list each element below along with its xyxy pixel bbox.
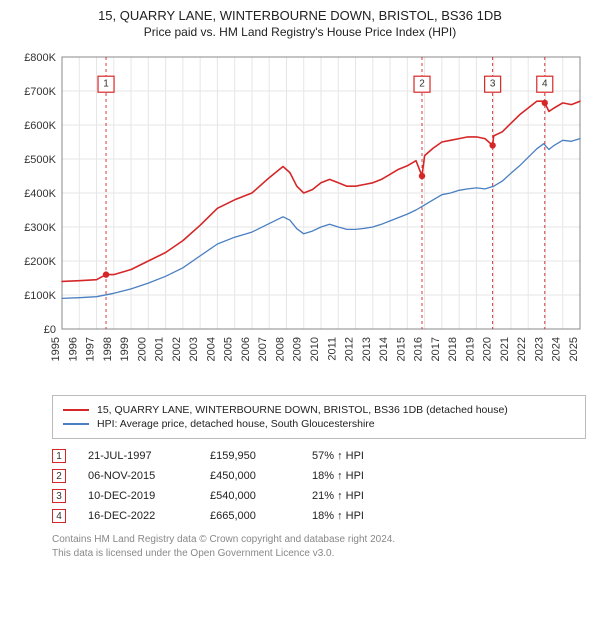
svg-text:2023: 2023	[533, 337, 545, 361]
legend-swatch	[63, 409, 89, 411]
svg-text:2017: 2017	[430, 337, 442, 361]
svg-text:£600K: £600K	[24, 120, 56, 132]
transaction-hpi: 18% ↑ HPI	[312, 470, 586, 482]
transaction-row: 1 21-JUL-1997 £159,950 57% ↑ HPI	[52, 449, 586, 463]
legend-label: HPI: Average price, detached house, Sout…	[97, 418, 375, 430]
legend-item: 15, QUARRY LANE, WINTERBOURNE DOWN, BRIS…	[63, 404, 575, 416]
transaction-marker: 4	[52, 509, 66, 523]
transaction-row: 3 10-DEC-2019 £540,000 21% ↑ HPI	[52, 489, 586, 503]
transaction-hpi: 18% ↑ HPI	[312, 510, 586, 522]
footer-attribution: Contains HM Land Registry data © Crown c…	[52, 533, 586, 561]
svg-text:£700K: £700K	[24, 86, 56, 98]
legend-item: HPI: Average price, detached house, Sout…	[63, 418, 575, 430]
svg-text:2007: 2007	[257, 337, 269, 361]
svg-text:2011: 2011	[326, 337, 338, 361]
legend-swatch	[63, 423, 89, 425]
svg-text:2002: 2002	[171, 337, 183, 361]
transaction-hpi: 57% ↑ HPI	[312, 450, 586, 462]
svg-text:2009: 2009	[292, 337, 304, 361]
svg-text:£100K: £100K	[24, 290, 56, 302]
svg-text:1997: 1997	[85, 337, 97, 361]
title-subtitle: Price paid vs. HM Land Registry's House …	[10, 25, 590, 39]
svg-text:2024: 2024	[551, 337, 563, 361]
footer-line1: Contains HM Land Registry data © Crown c…	[52, 533, 586, 547]
svg-text:2018: 2018	[447, 337, 459, 361]
transaction-date: 06-NOV-2015	[88, 470, 188, 482]
transaction-row: 4 16-DEC-2022 £665,000 18% ↑ HPI	[52, 509, 586, 523]
svg-text:£300K: £300K	[24, 222, 56, 234]
footer-line2: This data is licensed under the Open Gov…	[52, 547, 586, 561]
svg-text:£400K: £400K	[24, 188, 56, 200]
transaction-hpi: 21% ↑ HPI	[312, 490, 586, 502]
svg-text:2000: 2000	[136, 337, 148, 361]
svg-text:2025: 2025	[568, 337, 580, 361]
svg-text:2008: 2008	[274, 337, 286, 361]
svg-text:2016: 2016	[413, 337, 425, 361]
transaction-marker: 2	[52, 469, 66, 483]
svg-text:£800K: £800K	[24, 52, 56, 64]
svg-text:2006: 2006	[240, 337, 252, 361]
legend-label: 15, QUARRY LANE, WINTERBOURNE DOWN, BRIS…	[97, 404, 508, 416]
svg-text:2001: 2001	[154, 337, 166, 361]
svg-text:2012: 2012	[344, 337, 356, 361]
svg-text:2: 2	[419, 79, 425, 90]
svg-text:2022: 2022	[516, 337, 528, 361]
chart-container: 15, QUARRY LANE, WINTERBOURNE DOWN, BRIS…	[0, 0, 600, 561]
svg-text:2003: 2003	[188, 337, 200, 361]
svg-text:1999: 1999	[119, 337, 131, 361]
transaction-price: £450,000	[210, 470, 290, 482]
chart-titles: 15, QUARRY LANE, WINTERBOURNE DOWN, BRIS…	[0, 0, 600, 43]
svg-text:£0: £0	[44, 324, 56, 336]
title-address: 15, QUARRY LANE, WINTERBOURNE DOWN, BRIS…	[10, 8, 590, 23]
transaction-marker: 1	[52, 449, 66, 463]
transaction-row: 2 06-NOV-2015 £450,000 18% ↑ HPI	[52, 469, 586, 483]
svg-text:2020: 2020	[482, 337, 494, 361]
svg-text:2015: 2015	[395, 337, 407, 361]
svg-text:2013: 2013	[361, 337, 373, 361]
transaction-marker: 3	[52, 489, 66, 503]
legend: 15, QUARRY LANE, WINTERBOURNE DOWN, BRIS…	[52, 395, 586, 439]
svg-text:2014: 2014	[378, 337, 390, 361]
svg-text:£500K: £500K	[24, 154, 56, 166]
svg-text:2019: 2019	[464, 337, 476, 361]
transaction-date: 16-DEC-2022	[88, 510, 188, 522]
svg-text:2004: 2004	[205, 337, 217, 361]
svg-text:2021: 2021	[499, 337, 511, 361]
svg-text:1996: 1996	[67, 337, 79, 361]
svg-text:£200K: £200K	[24, 256, 56, 268]
svg-text:2005: 2005	[223, 337, 235, 361]
svg-text:1995: 1995	[50, 337, 62, 361]
transaction-price: £159,950	[210, 450, 290, 462]
transaction-price: £665,000	[210, 510, 290, 522]
svg-text:4: 4	[542, 79, 548, 90]
svg-text:3: 3	[490, 79, 496, 90]
transaction-price: £540,000	[210, 490, 290, 502]
svg-text:2010: 2010	[309, 337, 321, 361]
transaction-date: 10-DEC-2019	[88, 490, 188, 502]
transaction-date: 21-JUL-1997	[88, 450, 188, 462]
svg-text:1: 1	[103, 79, 109, 90]
svg-text:1998: 1998	[102, 337, 114, 361]
transactions-table: 1 21-JUL-1997 £159,950 57% ↑ HPI 2 06-NOV-201…	[52, 449, 586, 523]
chart-plot-area: £0 £100K £200K £300K £400K £500K £600K £700K £80…	[10, 47, 590, 387]
chart-svg: £0 £100K £200K £300K £400K £500K £600K £700K £80…	[10, 47, 590, 387]
